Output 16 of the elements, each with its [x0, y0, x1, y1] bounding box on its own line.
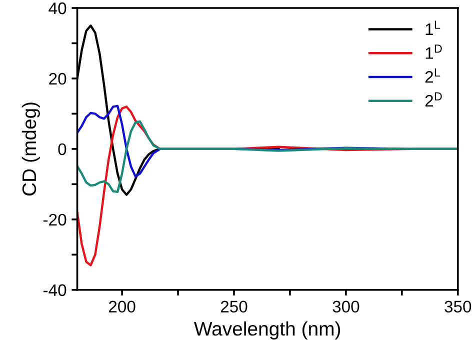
legend-label: 2$^{L}$ [425, 68, 440, 83]
x-tick-label: 350 [444, 300, 472, 313]
legend-label: 1$^{D}$ [426, 44, 442, 59]
legend-label: 2$^{D}$ [425, 92, 442, 107]
line-series [77, 120, 458, 194]
y-tick-label: 40 [48, 2, 66, 14]
x-tick-label: 200 [108, 300, 136, 313]
y-tick-label: 0 [58, 143, 66, 156]
y-tick-label: -20 [44, 214, 66, 226]
x-tick-label: 300 [332, 300, 360, 313]
y-tick-label: -40 [44, 284, 66, 296]
x-tick-label: 250 [220, 300, 248, 313]
y-tick-label: 20 [49, 72, 66, 85]
x-axis-title: Wavelength (nm) [194, 321, 340, 340]
y-axis-title: CD (mdeg) [22, 102, 40, 196]
legend-label: 1$^{L}$ [426, 20, 440, 35]
